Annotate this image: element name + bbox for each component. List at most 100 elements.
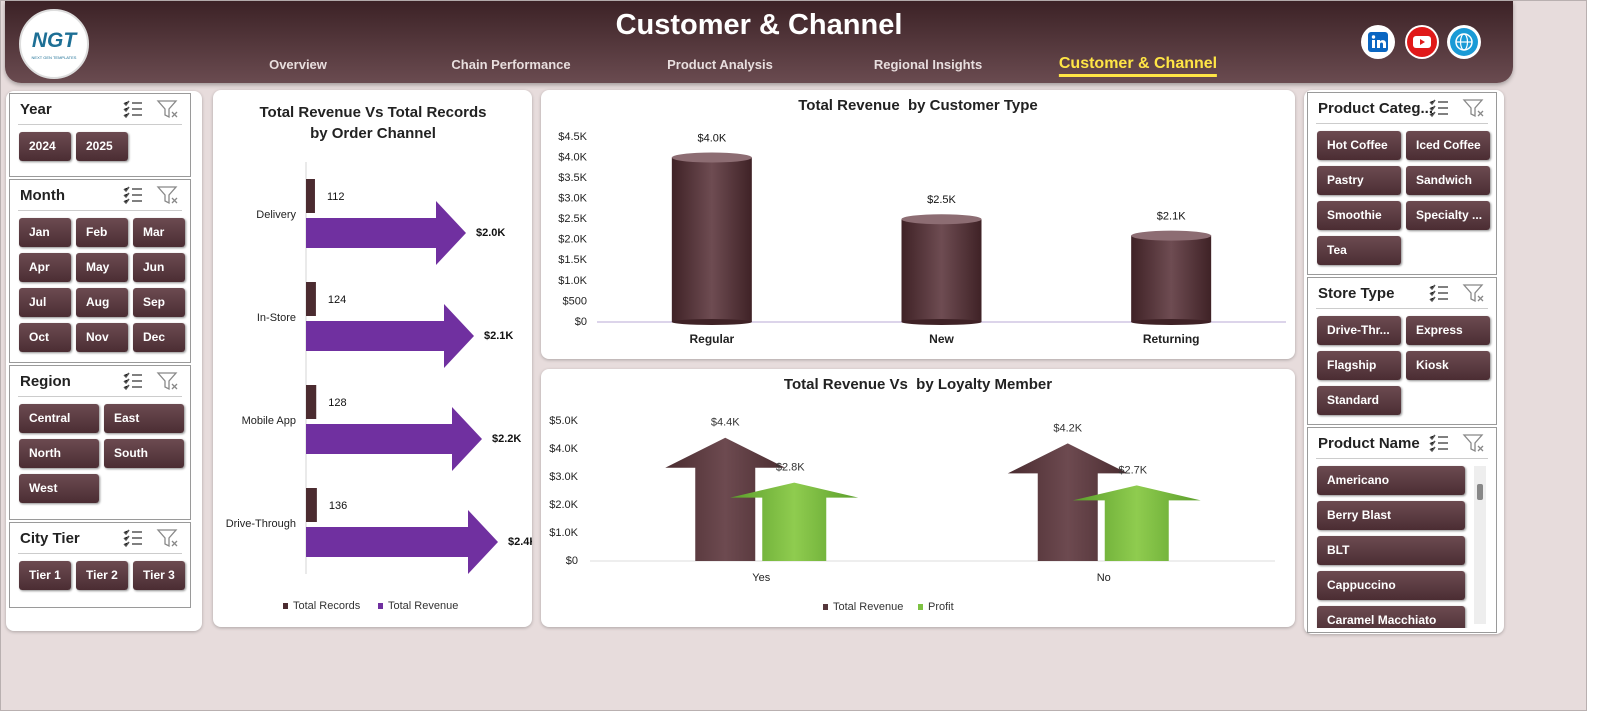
slicer-button[interactable]: Central (19, 404, 99, 433)
slicer: Month Jan Feb Mar Apr May Jun Jul Aug Sep Oct Nov De… (9, 179, 191, 363)
slicer-button[interactable]: Tea (1317, 236, 1401, 265)
slicer: City Tier Tier 1 Tier 2 Tier 3 (9, 522, 191, 608)
slicer-button[interactable]: Dec (133, 323, 185, 352)
youtube-icon[interactable] (1405, 25, 1439, 59)
bar-top (901, 214, 982, 225)
left-slicer-panel: Year 2024 2025 Month Jan Feb Mar Apr May Jun Jul Au… (6, 91, 202, 631)
slicer-button[interactable]: Smoothie (1317, 201, 1401, 230)
slicer-button[interactable]: Mar (133, 218, 185, 247)
arrow-bar (306, 201, 466, 265)
data-label: $4.0K (697, 132, 726, 144)
bar (306, 385, 317, 419)
slicer-button[interactable]: Drive-Thr... (1317, 316, 1401, 345)
x-tick-label: Yes (752, 572, 770, 584)
slicer-items: Americano Berry Blast BLT Cappuccino Caramel… (1308, 459, 1496, 628)
category-label: Mobile App (242, 415, 296, 427)
slicer-button[interactable]: East (104, 404, 184, 433)
slicer-button[interactable]: Americano (1317, 466, 1465, 495)
nav-tab[interactable]: Product Analysis (667, 57, 773, 72)
website-icon[interactable] (1447, 25, 1481, 59)
slicer-button[interactable]: Oct (19, 323, 71, 352)
legend-swatch (378, 603, 383, 609)
x-tick-label: Regular (689, 332, 734, 346)
linkedin-icon[interactable] (1361, 25, 1395, 59)
slicer-items: Tier 1 Tier 2 Tier 3 (10, 554, 190, 590)
slicer-header: Product Name (1316, 428, 1488, 459)
slicer-title: Product Name (1318, 435, 1420, 452)
slicer-button[interactable]: BLT (1317, 536, 1465, 565)
slicer-button[interactable]: Cappuccino (1317, 571, 1465, 600)
slicer: Store Type Drive-Thr... Express Flagship Kio… (1307, 277, 1497, 425)
y-tick-label: $1.0K (558, 275, 587, 287)
slicer-title: Region (20, 373, 71, 390)
data-label: 136 (329, 500, 347, 512)
arrow-bar (306, 304, 474, 368)
slicer-header: Region (18, 366, 182, 397)
slicer-button[interactable]: Jul (19, 288, 71, 317)
slicer-button[interactable]: Kiosk (1406, 351, 1490, 380)
slicer-header: Month (18, 180, 182, 211)
slicer-button[interactable]: 2024 (19, 132, 71, 161)
slicer: Product Categ... Hot Coffee Iced Coffee Pas… (1307, 92, 1497, 275)
y-tick-label: $3.0K (558, 193, 587, 205)
slicer-button[interactable]: Sep (133, 288, 185, 317)
slicer-button[interactable]: Tier 3 (133, 561, 185, 590)
slicer-button[interactable]: Jun (133, 253, 185, 282)
slicer-button[interactable]: May (76, 253, 128, 282)
slicer-button[interactable]: Iced Coffee (1406, 131, 1490, 160)
chart: Delivery 112 $2.0K In-Store 124 $2.1K Mobile A… (226, 162, 537, 612)
slicer-button[interactable]: Berry Blast (1317, 501, 1465, 530)
slicer-button[interactable]: Caramel Macchiato (1317, 606, 1465, 628)
dashboard-title: Customer & Channel (615, 9, 903, 41)
slicer-button[interactable]: Specialty ... (1406, 201, 1490, 230)
chart-panel: Total Revenue Vs Total Records by Order … (213, 90, 537, 627)
arrow-bar (1007, 443, 1128, 561)
slicer-button[interactable]: 2025 (76, 132, 128, 161)
nav-tab[interactable]: Customer & Channel (1058, 55, 1218, 77)
slicer-button[interactable]: Tier 1 (19, 561, 71, 590)
slicer-button[interactable]: Hot Coffee (1317, 131, 1401, 160)
y-tick-label: $5.0K (549, 415, 578, 427)
slicer-button[interactable]: Nov (76, 323, 128, 352)
nav-tab[interactable]: Chain Performance (451, 57, 571, 72)
category-label: Drive-Through (226, 518, 296, 530)
slicer-button[interactable]: Pastry (1317, 166, 1401, 195)
y-tick-label: $2.0K (549, 499, 578, 511)
slicer-button[interactable]: Standard (1317, 386, 1401, 415)
slicer-button[interactable]: Aug (76, 288, 128, 317)
slicer-button[interactable]: West (19, 474, 99, 503)
nav-tab[interactable]: Overview (269, 57, 327, 72)
y-tick-label: $2.5K (558, 213, 587, 225)
nav-tab[interactable]: Regional Insights (873, 57, 983, 72)
slicer-button[interactable]: Flagship (1317, 351, 1401, 380)
slicer-button[interactable]: North (19, 439, 99, 468)
scrollbar-thumb (1477, 484, 1483, 500)
legend-label: Profit (928, 601, 954, 613)
bar-top (671, 152, 752, 163)
y-tick-label: $4.5K (558, 131, 587, 143)
slicer-title: Store Type (1318, 285, 1395, 302)
slicer-button[interactable]: Jan (19, 218, 71, 247)
header: NGT NEXT GEN TEMPLATES Customer & Channe… (5, 1, 1513, 83)
chart-title: Total Revenue Vs Total Records by Order … (259, 104, 487, 142)
legend-label: Total Records (293, 600, 361, 612)
slicer-button[interactable]: Express (1406, 316, 1490, 345)
y-tick-label: $4.0K (549, 443, 578, 455)
y-tick-label: $500 (563, 295, 587, 307)
data-label: 112 (327, 191, 345, 203)
slicer-button[interactable]: Tier 2 (76, 561, 128, 590)
slicer-button[interactable]: South (104, 439, 184, 468)
chart-title: Total Revenue by Customer Type (798, 97, 1038, 114)
data-label: $2.1K (484, 330, 513, 342)
slicer-items: Drive-Thr... Express Flagship Kiosk Standard (1308, 309, 1496, 415)
slicer-button[interactable]: Apr (19, 253, 71, 282)
chart-panel: Total Revenue by Customer Type $0 $500 $1.0… (541, 90, 1295, 359)
slicer-button[interactable]: Feb (76, 218, 128, 247)
slicer-button[interactable]: Sandwich (1406, 166, 1490, 195)
data-label: 128 (328, 397, 346, 409)
bar-bottom (901, 319, 982, 325)
right-slicer-panel: Product Categ... Hot Coffee Iced Coffee Pas… (1304, 90, 1504, 634)
legend-swatch (283, 603, 288, 609)
youtube-glyph (1407, 27, 1437, 57)
